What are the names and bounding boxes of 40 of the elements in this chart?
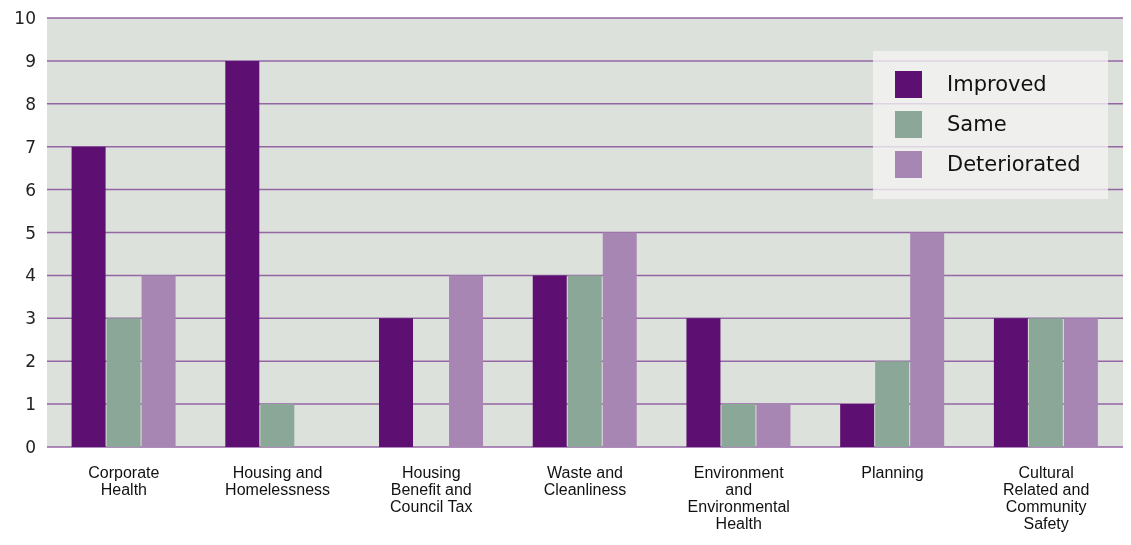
bar bbox=[756, 404, 791, 447]
legend-label: Improved bbox=[947, 72, 1047, 96]
x-tick-label: Planning bbox=[861, 464, 924, 482]
y-tick-label: 6 bbox=[25, 179, 36, 200]
bar bbox=[686, 318, 721, 447]
legend-label: Deteriorated bbox=[947, 152, 1081, 176]
bar bbox=[260, 404, 295, 447]
x-tick-label: Corporate Health bbox=[88, 464, 160, 499]
bar bbox=[1028, 318, 1063, 447]
bar bbox=[993, 318, 1028, 447]
bar bbox=[910, 232, 945, 447]
y-tick-label: 4 bbox=[25, 265, 36, 286]
y-tick-label: 2 bbox=[25, 351, 36, 372]
bar bbox=[225, 60, 260, 447]
legend-label: Same bbox=[947, 112, 1007, 136]
y-tick-label: 0 bbox=[25, 437, 36, 458]
bar bbox=[721, 404, 756, 447]
bar bbox=[449, 275, 484, 447]
bar bbox=[840, 404, 875, 447]
bar bbox=[602, 232, 637, 447]
bar bbox=[379, 318, 414, 447]
bar bbox=[106, 318, 141, 447]
x-tick-label: Environment and Environmental Health bbox=[687, 464, 790, 533]
bar bbox=[567, 275, 602, 447]
x-tick-label: Housing Benefit and Council Tax bbox=[390, 464, 473, 516]
y-tick-label: 10 bbox=[14, 8, 36, 29]
x-tick-label: Waste and Cleanliness bbox=[543, 464, 627, 499]
y-tick-label: 9 bbox=[25, 50, 36, 71]
y-tick-label: 7 bbox=[25, 136, 36, 157]
bar bbox=[1063, 318, 1098, 447]
bar bbox=[141, 275, 176, 447]
bar bbox=[71, 146, 106, 447]
x-tick-label: Housing and Homelessness bbox=[225, 464, 331, 499]
y-tick-label: 1 bbox=[25, 394, 36, 415]
bar bbox=[875, 361, 910, 447]
y-tick-label: 3 bbox=[25, 308, 36, 329]
bar bbox=[532, 275, 567, 447]
x-tick-label: Cultural Related and Community Safety bbox=[1002, 464, 1090, 533]
y-tick-label: 5 bbox=[25, 222, 36, 243]
y-tick-label: 8 bbox=[25, 93, 36, 114]
